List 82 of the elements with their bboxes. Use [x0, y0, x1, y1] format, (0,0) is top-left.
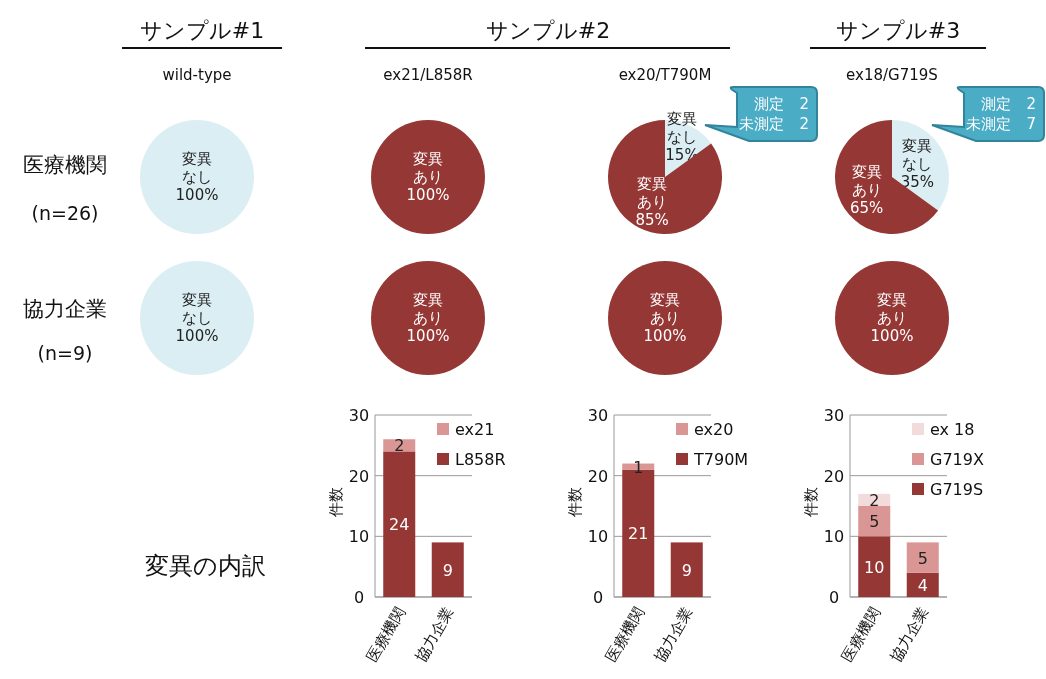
- bar: [858, 536, 891, 597]
- data-label: 9: [442, 560, 453, 580]
- data-label: 65%: [849, 198, 884, 217]
- data-label: 100%: [175, 327, 219, 345]
- legend-label: ex21: [455, 420, 495, 439]
- y-tick-label: 30: [587, 406, 609, 425]
- y-tick-label: 20: [823, 466, 845, 486]
- data-label: 2: [394, 436, 405, 456]
- text: 未測定 2: [739, 115, 809, 133]
- y-tick-label: 0: [592, 588, 604, 607]
- y-tick-label: 10: [348, 527, 370, 547]
- slice-label: 変異あり: [637, 175, 668, 212]
- legend-label: T790M: [693, 450, 749, 469]
- slice-label: 変異あり: [413, 150, 443, 186]
- y-axis-title: 件数: [327, 487, 345, 517]
- legend-label: ex 18: [930, 420, 975, 439]
- pie-slice: [835, 120, 939, 234]
- legend-label: G719S: [930, 480, 984, 499]
- data-label: 9: [681, 560, 692, 580]
- text: 医療機関: [23, 153, 107, 177]
- y-axis-title: 件数: [566, 487, 584, 517]
- text: 測定 2: [981, 95, 1036, 113]
- x-tick-label: 協力企業: [886, 604, 933, 665]
- text: サンプル#1: [139, 18, 265, 43]
- y-tick-label: 10: [823, 527, 845, 547]
- y-tick-label: 0: [828, 588, 840, 607]
- text: 変異の内訳: [144, 552, 266, 580]
- x-tick-label: 医療機関: [363, 604, 409, 665]
- chart-title: ex20/T790M: [618, 66, 712, 84]
- data-label: 2: [869, 490, 880, 510]
- legend-label: G719X: [930, 450, 984, 469]
- chart-title: ex18/G719S: [846, 66, 938, 84]
- bar: [906, 572, 939, 597]
- legend-label: L858R: [455, 450, 506, 469]
- data-label: 35%: [900, 173, 935, 192]
- bar: [670, 542, 703, 597]
- y-tick-label: 30: [823, 406, 845, 425]
- text: (n=26): [31, 202, 99, 224]
- slice-label: 変異あり: [413, 291, 443, 327]
- text: 測定 2: [754, 95, 809, 113]
- x-tick-label: 医療機関: [838, 604, 884, 665]
- chart-title: ex21/L858R: [383, 66, 473, 84]
- bar: [858, 506, 891, 537]
- text: サンプル#3: [835, 18, 961, 43]
- chart-title: wild-type: [162, 66, 232, 84]
- y-tick-label: 20: [348, 466, 370, 486]
- text: (n=9): [37, 342, 93, 364]
- data-label: 1: [633, 457, 644, 477]
- slice-label: 変異なし: [902, 137, 933, 174]
- data-label: 21: [628, 524, 649, 544]
- slice-label: 変異あり: [851, 162, 882, 199]
- slice-label: 変異なし: [182, 150, 212, 186]
- data-label: 4: [917, 575, 928, 595]
- slice-label: 変異あり: [650, 291, 680, 327]
- bar: [431, 542, 464, 597]
- x-tick-label: 協力企業: [650, 604, 697, 665]
- legend-label: ex20: [694, 420, 734, 439]
- data-label: 5: [917, 548, 928, 568]
- y-tick-label: 10: [587, 527, 609, 547]
- data-label: 24: [389, 515, 410, 535]
- bar: [383, 451, 416, 597]
- y-tick-label: 30: [348, 406, 370, 425]
- y-tick-label: 20: [587, 466, 609, 486]
- text: サンプル#2: [485, 18, 611, 43]
- data-label: 5: [869, 512, 880, 532]
- data-label: 100%: [643, 327, 687, 345]
- x-tick-label: 医療機関: [602, 604, 648, 665]
- data-label: 100%: [406, 327, 450, 345]
- data-label: 100%: [870, 327, 914, 345]
- data-label: 10: [864, 557, 885, 577]
- y-tick-label: 0: [353, 588, 365, 607]
- y-axis-title: 件数: [802, 487, 820, 517]
- data-label: 85%: [635, 211, 669, 230]
- text: 協力企業: [23, 297, 107, 321]
- data-label: 100%: [175, 186, 219, 204]
- x-tick-label: 協力企業: [411, 604, 458, 665]
- bar: [906, 542, 939, 573]
- text: 未測定 7: [966, 115, 1036, 133]
- slice-label: 変異なし: [667, 110, 697, 146]
- data-label: 100%: [406, 186, 450, 204]
- slice-label: 変異あり: [877, 291, 907, 327]
- slice-label: 変異なし: [182, 291, 212, 327]
